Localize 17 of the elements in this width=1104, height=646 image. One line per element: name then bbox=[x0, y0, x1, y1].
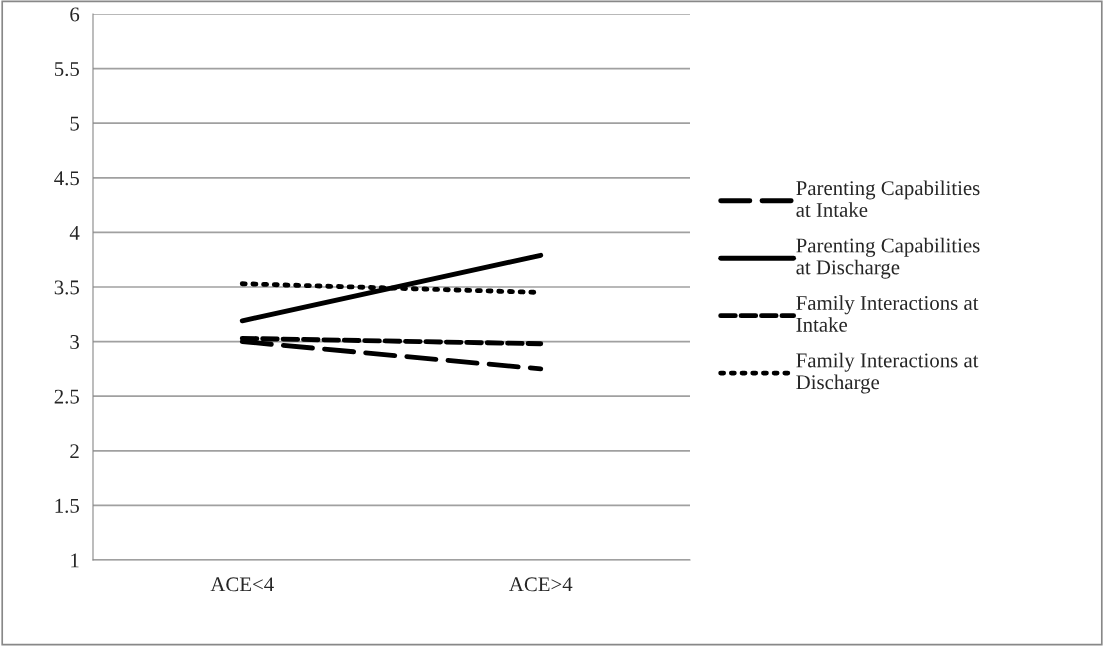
y-tick-label: 3.5 bbox=[54, 280, 79, 295]
y-tick-label: 4 bbox=[69, 225, 80, 240]
y-tick-label: 2.5 bbox=[54, 389, 79, 404]
legend-label: Family Interactions at Discharge bbox=[796, 352, 979, 394]
y-tick-label: 6 bbox=[70, 7, 80, 22]
legend-label: Family Interactions at Intake bbox=[796, 295, 979, 332]
legend-label: Parenting Capabilities at Intake bbox=[796, 180, 980, 217]
y-tick-label: 3 bbox=[70, 335, 79, 350]
legend-label: Parenting Capabilities at Discharge bbox=[796, 237, 980, 279]
y-tick-label: 5 bbox=[70, 116, 79, 131]
y-tick-label: 4.5 bbox=[54, 171, 79, 186]
y-tick-label: 1 bbox=[71, 553, 79, 568]
x-tick-label: ACE<4 bbox=[210, 577, 274, 592]
y-tick-label: 2 bbox=[70, 444, 79, 459]
y-tick-label: 1.5 bbox=[55, 498, 79, 513]
y-tick-label: 5.5 bbox=[54, 62, 79, 77]
x-tick-label: ACE>4 bbox=[509, 577, 573, 592]
